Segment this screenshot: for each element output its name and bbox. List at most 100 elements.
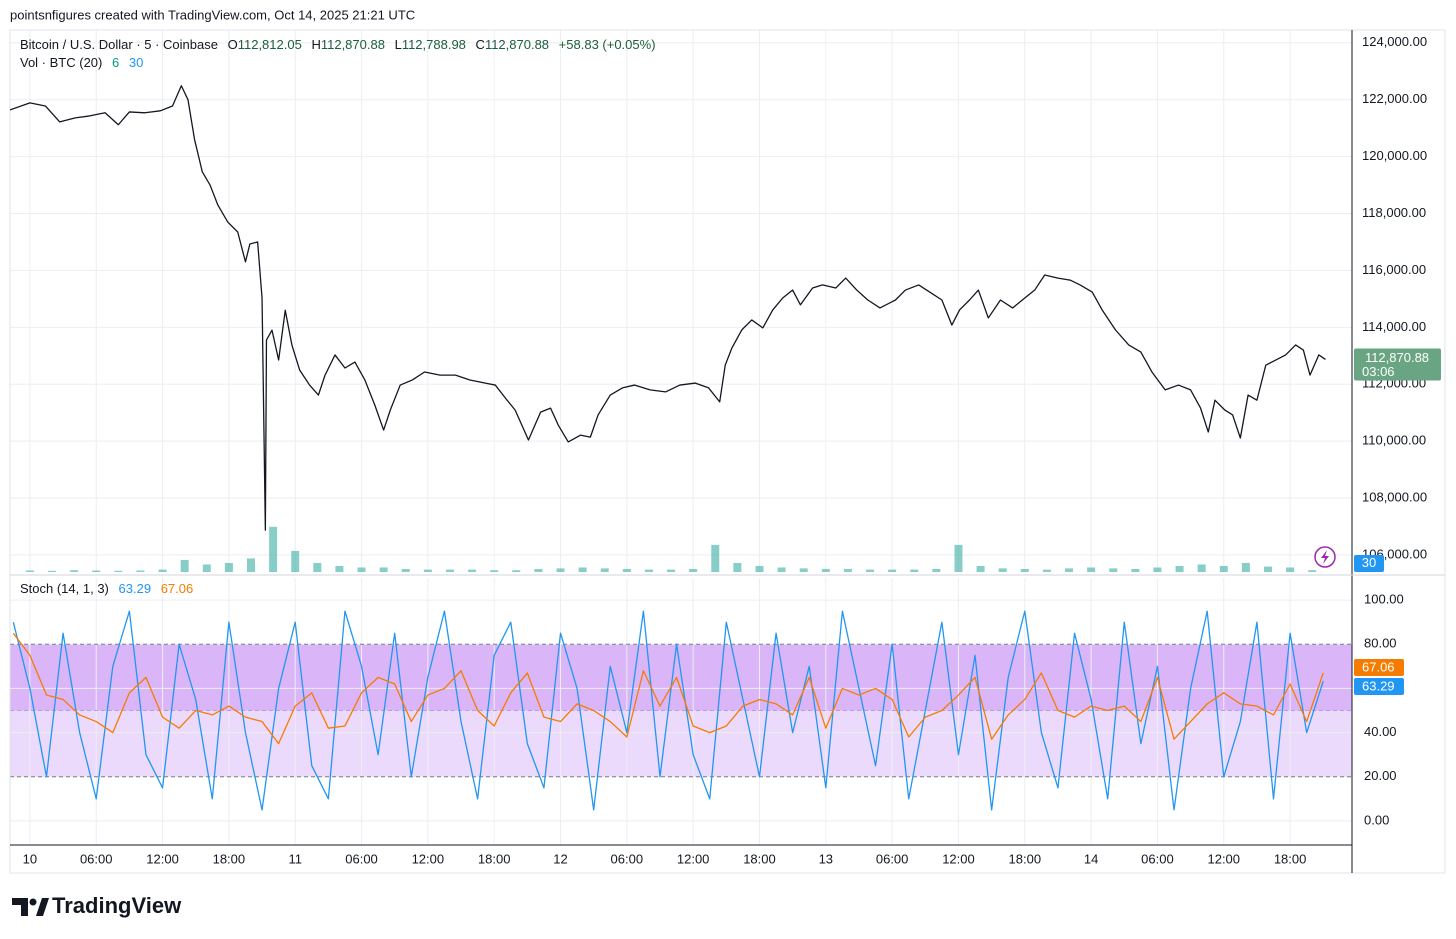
x-tick-label: 18:00 [743, 851, 776, 866]
volume-legend: Vol · BTC (20) 6 30 [20, 55, 143, 70]
volume-bar [644, 569, 653, 572]
volume-bar [1263, 566, 1272, 572]
x-tick-label: 18:00 [1274, 851, 1307, 866]
volume-bar [866, 569, 875, 572]
last-price-box [1354, 348, 1441, 381]
volume-bar [313, 562, 322, 572]
y-tick-label: 116,000.00 [1362, 262, 1426, 277]
tradingview-logo-text: TradingView [52, 893, 182, 918]
x-tick-label: 11 [288, 851, 302, 866]
stoch-k-value: 63.29 [119, 581, 152, 596]
snapshot-header: pointsnfigures created with TradingView.… [10, 7, 415, 22]
volume-bar [755, 565, 764, 572]
volume-bar [578, 567, 587, 572]
x-tick-label: 12:00 [412, 851, 445, 866]
volume-bar [954, 544, 963, 572]
volume-bar [1065, 568, 1074, 572]
volume-bar [1109, 568, 1118, 572]
volume-bar [1020, 568, 1029, 572]
y-tick-label: 124,000.00 [1362, 34, 1427, 49]
volume-bar [1197, 564, 1206, 572]
volume-bar [1042, 569, 1051, 572]
x-tick-label: 12:00 [677, 851, 710, 866]
volume-bar [379, 567, 388, 572]
volume-bar [888, 569, 897, 572]
tradingview-logo-mark [12, 898, 49, 916]
volume-bar [246, 558, 255, 572]
x-tick-label: 12:00 [146, 851, 179, 866]
price-change: +58.83 (+0.05%) [559, 37, 656, 52]
volume-bar [401, 568, 410, 572]
stoch-d-line [12, 632, 1324, 745]
symbol-name: Bitcoin / U.S. Dollar · 5 · Coinbase [20, 37, 218, 52]
y-tick-label: 108,000.00 [1362, 489, 1427, 504]
volume-bar [468, 569, 477, 572]
volume-ma-label: 30 [1362, 555, 1376, 570]
stoch-tick-label: 20.00 [1364, 768, 1397, 783]
volume-bar [843, 568, 852, 572]
y-tick-label: 122,000.00 [1362, 91, 1427, 106]
stoch-band-lower [10, 710, 1352, 777]
volume-bar [48, 570, 57, 572]
x-tick-label: 12:00 [1207, 851, 1240, 866]
ohlc-key: L [395, 37, 402, 52]
stoch-d-value: 67.06 [161, 581, 194, 596]
last-price-label: 112,870.88 [1365, 350, 1429, 365]
volume-bar [224, 562, 233, 572]
stoch-pane [12, 610, 1324, 811]
x-tick-label: 13 [819, 851, 833, 866]
volume-bar [180, 559, 189, 572]
volume-bar [114, 570, 123, 572]
volume-ma: 30 [129, 55, 143, 70]
ohlc-value: 112,812.05 [238, 37, 302, 52]
volume-bar [1131, 568, 1140, 572]
price-pane [10, 85, 1326, 531]
stoch-k-line [12, 610, 1324, 811]
volume-name: Vol · BTC (20) [20, 55, 102, 70]
stoch-value-box [1354, 677, 1404, 695]
volume-bar [291, 550, 300, 572]
volume-bar [534, 568, 543, 572]
ohlc-key: O [228, 37, 238, 52]
volume-bar [70, 570, 79, 572]
x-tick-label: 06:00 [80, 851, 113, 866]
volume-bar [1219, 565, 1228, 572]
volume-bar [1153, 567, 1162, 572]
ohlc-value: 112,788.98 [402, 37, 466, 52]
ohlc-key: C [476, 37, 485, 52]
volume-bar [689, 568, 698, 572]
volume-last: 6 [112, 55, 119, 70]
volume-bar [556, 568, 565, 572]
volume-bar [158, 569, 167, 572]
ohlc-value: 112,870.88 [321, 37, 385, 52]
price-line [10, 85, 1326, 531]
volume-bar [711, 544, 720, 572]
y-tick-label: 120,000.00 [1362, 148, 1427, 163]
volume-bar [821, 568, 830, 572]
volume-bar [335, 565, 344, 572]
x-tick-label: 14 [1084, 851, 1098, 866]
volume-bar [998, 568, 1007, 572]
chart-frame [9, 29, 1446, 874]
stoch-value-box [1354, 658, 1404, 676]
x-tick-label: 06:00 [876, 851, 909, 866]
volume-bar [622, 568, 631, 572]
foreground-layer: 10 06:00 12:00 18:00 11 06:00 12:00 18:00 12 06:0… [10, 34, 1441, 866]
volume-bar [1241, 562, 1250, 572]
ohlc-value: 112,870.88 [485, 37, 549, 52]
x-tick-label: 18:00 [213, 851, 246, 866]
x-tick-label: 12 [553, 851, 567, 866]
volume-bar [910, 569, 919, 572]
volume-bar [445, 569, 454, 572]
volume-bar [512, 570, 521, 572]
volume-bar [1175, 565, 1184, 572]
stoch-value-label: 63.29 [1362, 678, 1395, 693]
volume-bar [423, 569, 432, 572]
x-tick-label: 18:00 [1009, 851, 1042, 866]
stoch-tick-label: 100.00 [1364, 592, 1404, 607]
alert-icon[interactable] [1314, 546, 1336, 568]
volume-bar [932, 568, 941, 572]
countdown-label: 03:06 [1362, 364, 1395, 379]
stoch-tick-label: 80.00 [1364, 636, 1397, 651]
